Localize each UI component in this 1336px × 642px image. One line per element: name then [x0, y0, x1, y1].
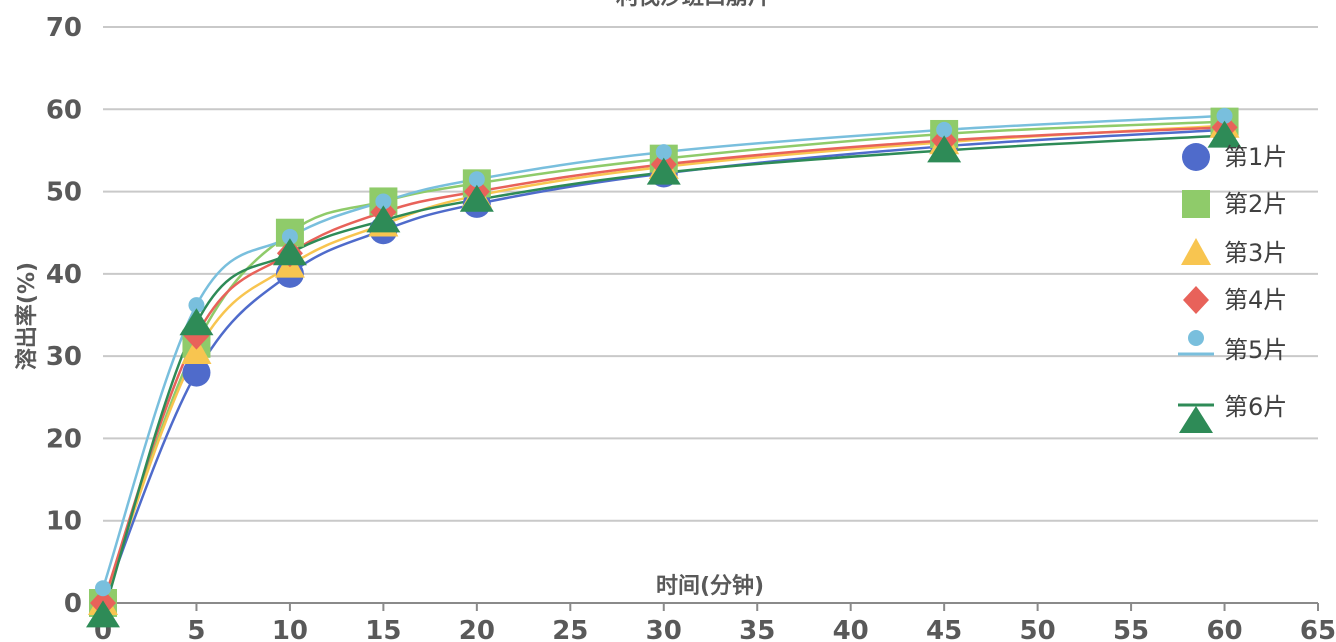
legend-item: 第2片 — [1182, 190, 1287, 218]
chart-title: 利伐沙班口崩片 — [616, 0, 770, 10]
y-tick-label: 10 — [46, 507, 82, 537]
legend-label: 第3片 — [1224, 239, 1287, 267]
data-point — [375, 193, 392, 210]
x-axis-title: 时间(分钟) — [656, 573, 764, 599]
data-point — [188, 297, 205, 314]
x-tick-label: 40 — [833, 616, 869, 642]
legend-label: 第6片 — [1224, 393, 1287, 421]
x-tick-label: 20 — [459, 616, 495, 642]
x-tick-label: 50 — [1020, 616, 1056, 642]
x-tick-label: 55 — [1113, 616, 1149, 642]
data-point — [646, 157, 681, 185]
y-tick-label: 70 — [46, 13, 82, 43]
data-point — [927, 135, 962, 163]
series-line — [101, 124, 1225, 604]
data-point — [936, 121, 953, 138]
legend-marker — [1188, 330, 1204, 346]
data-point — [182, 358, 211, 387]
data-point — [281, 228, 298, 245]
data-points — [86, 107, 1242, 628]
legend-item: 第1片 — [1182, 143, 1287, 171]
y-tick-label: 0 — [64, 589, 82, 619]
legend-marker — [1182, 190, 1210, 218]
series-line — [101, 134, 1225, 616]
y-tick-label: 60 — [46, 95, 82, 125]
legend-item: 第5片 — [1178, 330, 1287, 364]
data-point — [179, 308, 214, 336]
y-tick-label: 50 — [46, 178, 82, 208]
x-tick-label: 30 — [646, 616, 682, 642]
legend-label: 第1片 — [1224, 143, 1287, 171]
data-point — [272, 238, 307, 266]
y-tick-label: 30 — [46, 342, 82, 372]
legend-marker — [1179, 406, 1213, 433]
y-tick-label: 20 — [46, 424, 82, 454]
legend-item: 第6片 — [1178, 393, 1287, 433]
series-line — [101, 126, 1225, 604]
x-tick-label: 10 — [272, 616, 308, 642]
x-tick-label: 25 — [552, 616, 588, 642]
data-point — [95, 580, 111, 597]
series-line — [101, 128, 1225, 604]
legend-label: 第4片 — [1224, 286, 1287, 314]
data-point — [459, 184, 494, 212]
legend-label: 第2片 — [1224, 190, 1287, 218]
legend-item: 第3片 — [1181, 238, 1287, 267]
legend-marker — [1183, 286, 1209, 314]
data-point — [468, 171, 485, 188]
data-point — [86, 600, 120, 628]
y-axis-title: 溶出率(%) — [14, 262, 40, 370]
x-tick-label: 45 — [926, 616, 962, 642]
series-line — [101, 120, 1225, 604]
x-tick-label: 15 — [365, 616, 401, 642]
data-point — [366, 205, 401, 233]
data-point — [181, 337, 212, 365]
legend-label: 第5片 — [1224, 336, 1287, 364]
legend-marker — [1182, 143, 1210, 171]
legend-item: 第4片 — [1183, 286, 1287, 314]
data-point — [655, 144, 672, 161]
data-point — [1216, 107, 1233, 124]
x-tick-label: 5 — [187, 616, 205, 642]
data-point — [1207, 120, 1242, 148]
gridlines — [103, 26, 1318, 522]
legend-marker — [1181, 238, 1211, 265]
x-tick-label: 60 — [1206, 616, 1242, 642]
x-tick-label: 65 — [1300, 616, 1336, 642]
x-tick-label: 35 — [739, 616, 775, 642]
y-tick-label: 40 — [46, 260, 82, 290]
